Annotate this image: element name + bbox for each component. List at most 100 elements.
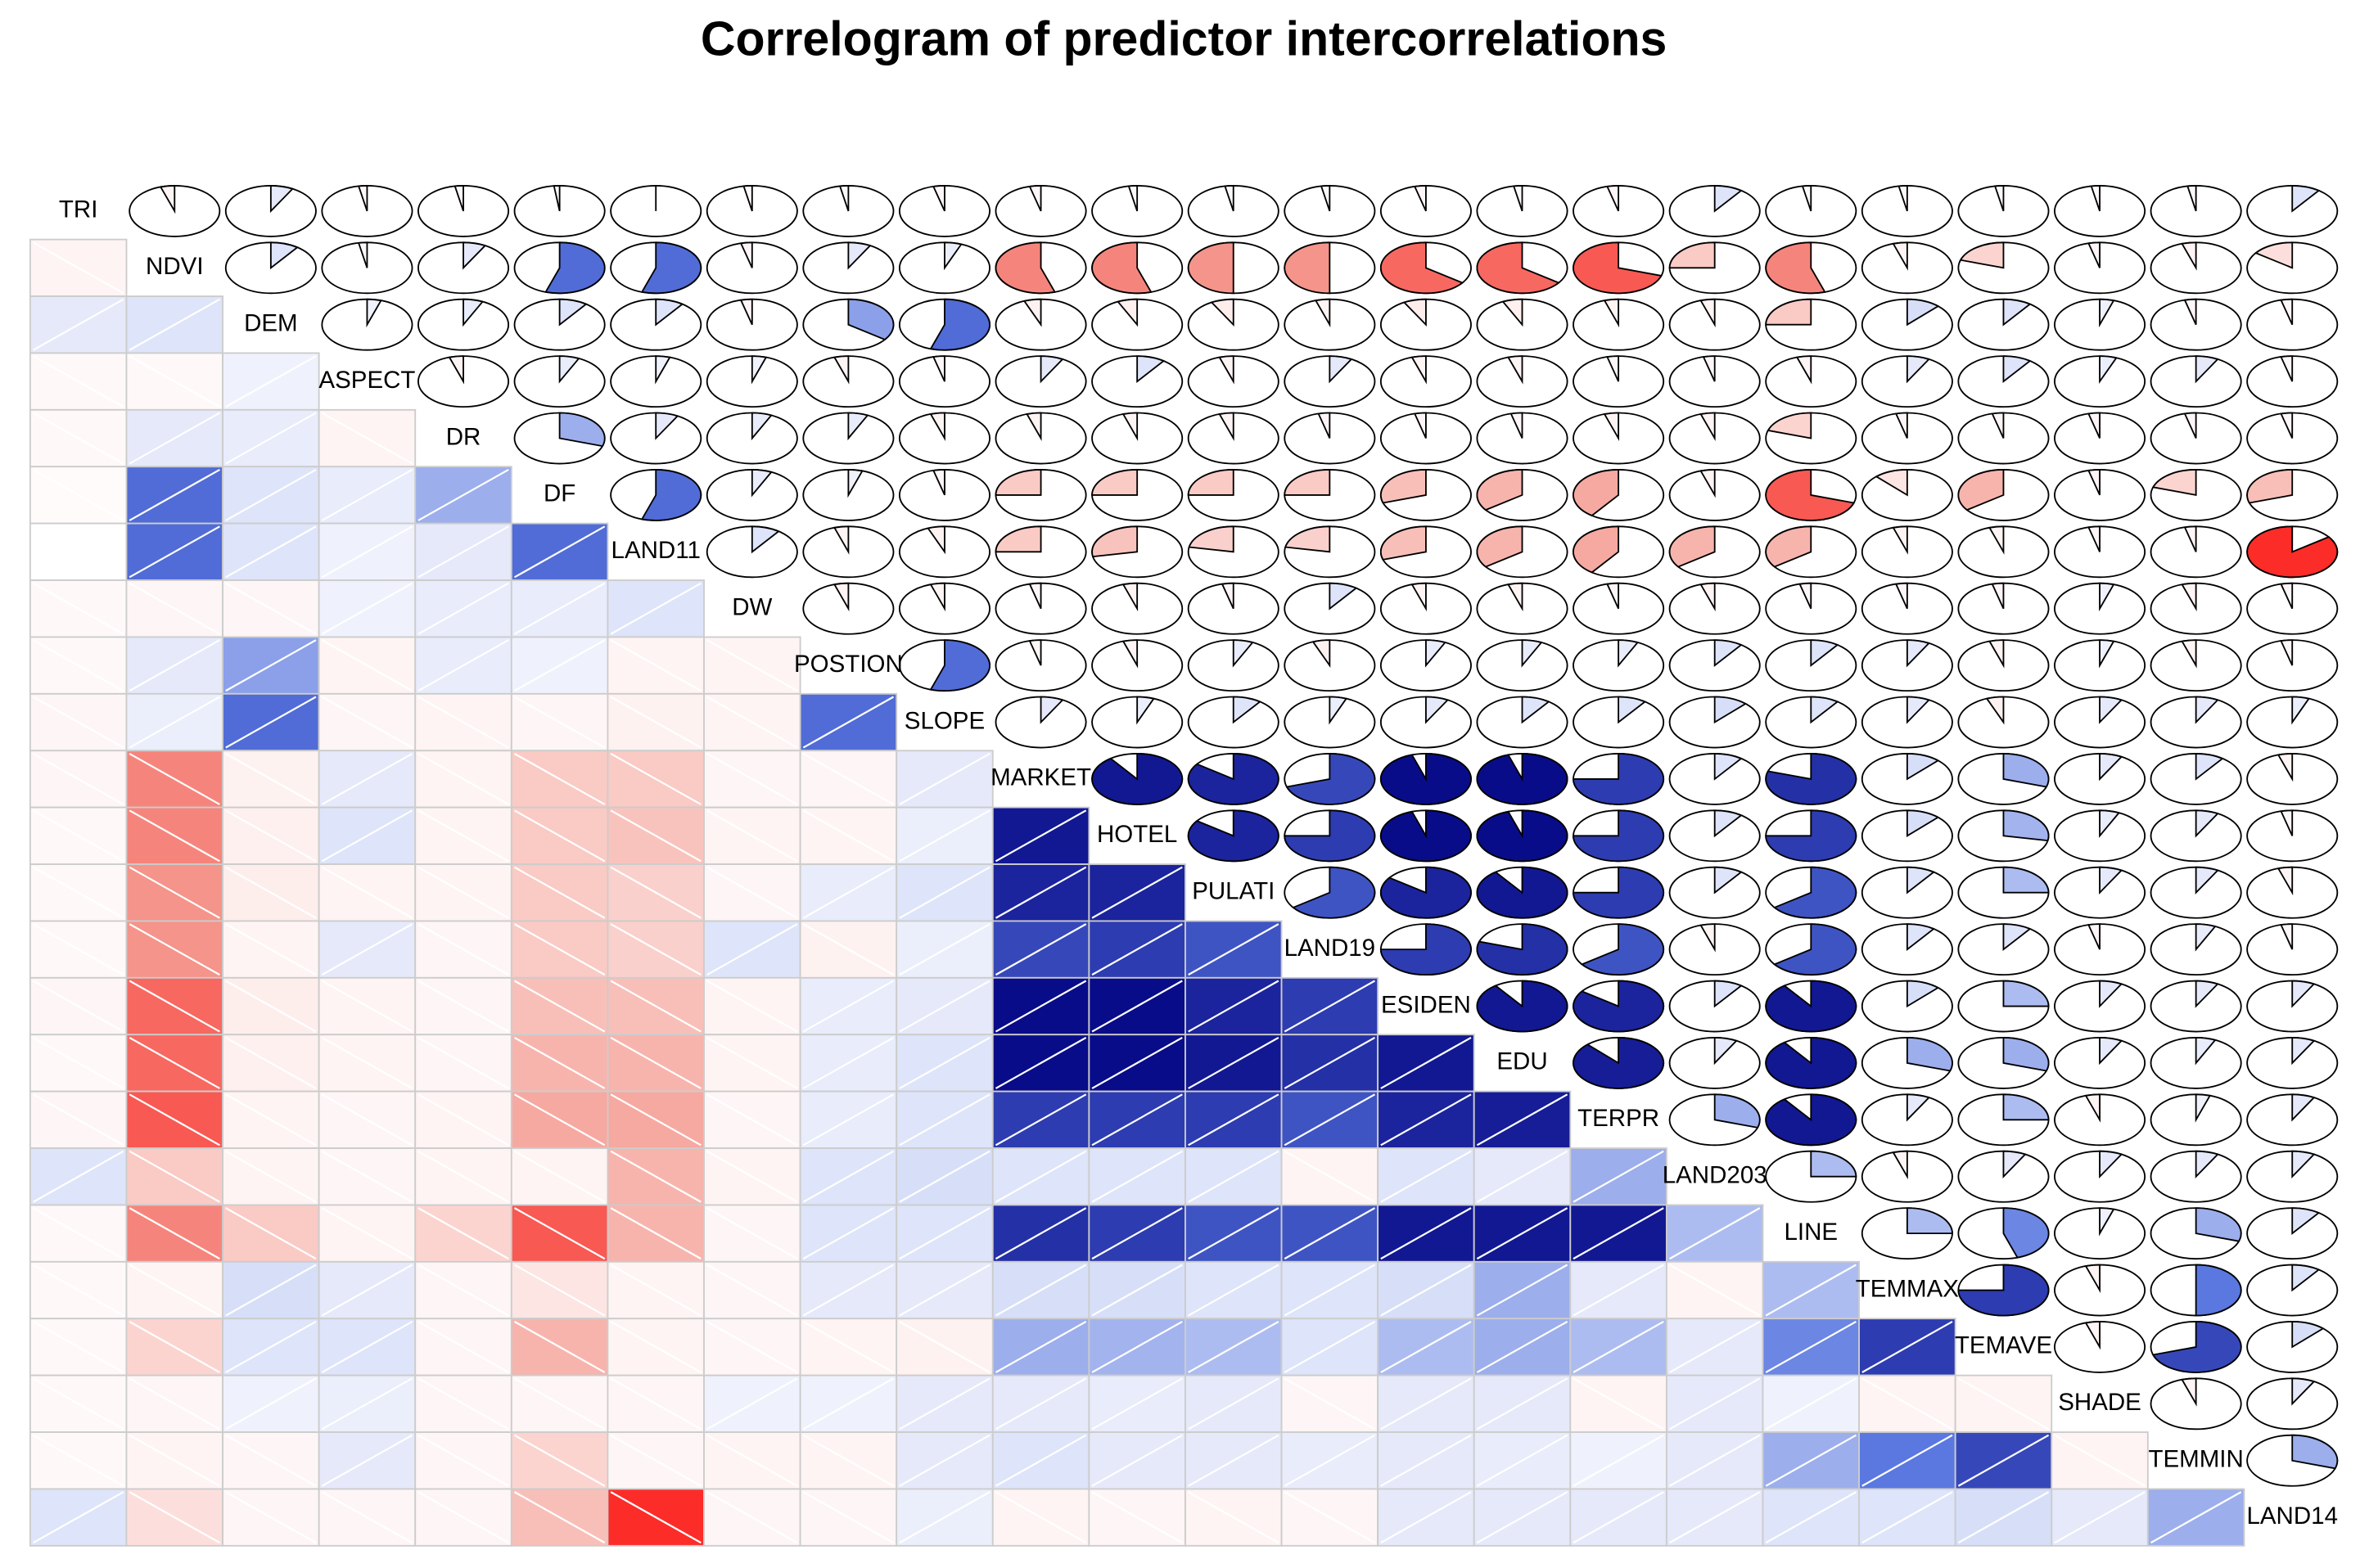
shade-hatch [610,1036,702,1089]
pie [833,525,850,555]
pie [2291,1093,2316,1122]
shade-hatch [1284,1093,1375,1147]
shade-hatch [321,1150,413,1203]
shade-hatch [1091,1036,1183,1089]
pie [1713,184,1743,213]
shade-hatch [610,696,702,749]
shade-hatch [802,696,895,749]
pie [1573,980,1665,1033]
shade-hatch [225,1434,317,1487]
pie [2195,980,2219,1008]
pie [1991,412,2005,439]
pie [833,582,850,612]
shade-hatch [610,639,702,692]
shade-hatch [33,923,124,976]
shade-hatch [802,1320,895,1373]
pie [1765,1036,1857,1089]
pie [1573,468,1620,517]
pie [2280,355,2294,382]
shade-hatch [1188,1320,1279,1373]
pie [1767,412,1812,439]
shade-hatch [33,1150,124,1203]
shade-hatch [1573,1377,1664,1431]
pie [1699,923,1716,953]
pie [1476,809,1568,863]
shade-hatch [1957,1434,2050,1487]
pie [1765,468,1856,521]
shade-hatch [417,980,509,1033]
shade-hatch [417,1093,509,1147]
pie [2195,355,2219,384]
pie [1897,184,1908,212]
variable-label: LAND19 [1284,935,1376,962]
pie [1906,1036,1953,1072]
pie [1329,355,1353,384]
pie [2195,809,2219,838]
shade-hatch [995,809,1087,863]
shade-hatch [321,468,413,521]
pie [1993,184,2005,212]
shade-hatch [1380,1434,1472,1487]
pie [2002,1036,2050,1072]
variable-label: DEM [244,310,298,337]
pie [463,298,485,327]
pie [1810,696,1839,724]
pie [2280,582,2294,610]
shade-hatch [1284,1264,1375,1317]
pie [2280,639,2294,666]
pie [1810,1150,1857,1178]
shade-hatch [417,1150,509,1203]
pie [2087,923,2101,950]
pie [927,525,945,555]
shade-hatch [225,1264,317,1317]
pie [2099,809,2121,838]
pie [1906,866,1936,894]
pie [1573,752,1665,805]
shade-hatch [995,1036,1087,1089]
pie [1218,355,1234,385]
variable-label: LAND203 [1663,1162,1767,1189]
pie [2195,752,2224,781]
pie [1573,241,1663,295]
shade-hatch [321,980,413,1033]
shade-hatch [225,696,317,749]
pie [1765,752,1857,805]
shade-hatch [802,980,895,1033]
shade-hatch [513,1320,606,1373]
pie [1187,468,1234,496]
pie [1121,582,1139,612]
shade-hatch [995,1320,1087,1373]
pie [2087,412,2101,439]
shade-hatch [1188,1150,1279,1203]
pie [2002,752,2050,788]
shade-hatch [1188,1264,1279,1317]
pie [269,241,300,270]
pie [2291,1150,2316,1178]
shade-hatch [225,1093,317,1147]
pie [1221,582,1234,610]
pie [1320,184,1331,212]
pie [357,184,368,212]
shade-hatch [129,1320,220,1373]
pie [1906,639,1931,668]
shade-hatch [1091,1207,1183,1260]
variable-label: POSTION [794,651,903,678]
pie [2002,1093,2050,1121]
pie [2183,298,2197,326]
pie [1022,298,1042,327]
shade-hatch [513,696,606,749]
shade-hatch [129,809,220,863]
shade-hatch [706,1093,798,1147]
shade-hatch [995,923,1087,976]
pie [2195,696,2219,724]
pie [1713,1036,1738,1066]
shade-hatch [899,1150,990,1203]
variable-label: ASPECT [318,367,415,394]
shade-hatch [1188,1093,1279,1147]
pie [1379,923,1472,976]
pie [2291,1207,2321,1236]
pie [1127,184,1139,212]
pie [1040,696,1064,724]
pie [2280,298,2294,326]
shade-hatch [513,1207,606,1260]
